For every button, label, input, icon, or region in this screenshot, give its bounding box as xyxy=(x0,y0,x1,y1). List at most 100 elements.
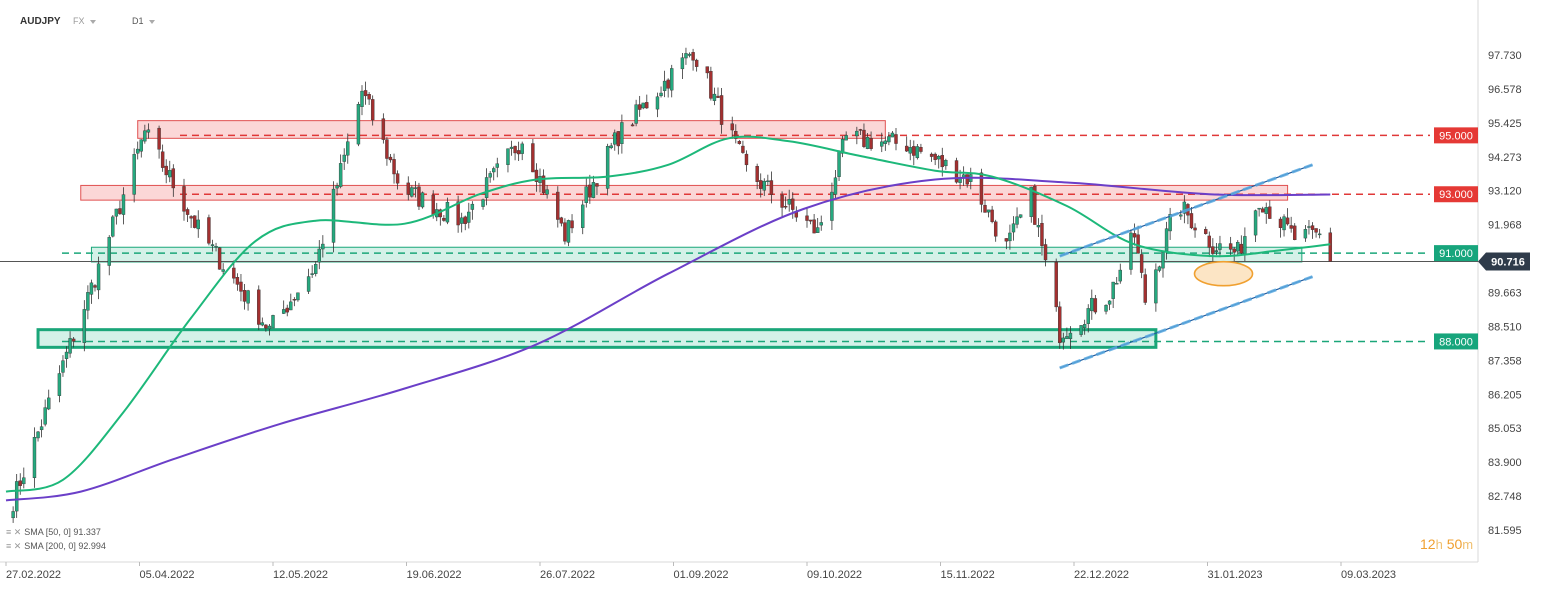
candle xyxy=(310,265,314,278)
candle-body xyxy=(954,160,959,183)
sma50-legend[interactable]: ≡ ✕ SMA [50, 0] 91.337 xyxy=(6,527,101,538)
candle-body xyxy=(919,147,923,152)
candle xyxy=(581,200,585,235)
candle xyxy=(1189,207,1194,230)
candle-body xyxy=(1168,213,1172,232)
candle xyxy=(709,66,713,101)
candle-body xyxy=(1043,244,1048,261)
candle-body xyxy=(367,94,371,100)
candle-body xyxy=(185,209,190,215)
candle xyxy=(933,152,937,166)
candles xyxy=(11,47,1333,523)
candle xyxy=(1204,226,1208,235)
candle xyxy=(993,219,998,242)
x-tick-label: 15.11.2022 xyxy=(941,569,995,581)
level-label: 95.000 xyxy=(1439,130,1473,142)
candle xyxy=(1011,216,1016,241)
candle-body xyxy=(855,130,859,137)
candle-body xyxy=(1214,250,1219,252)
candle-body xyxy=(492,168,496,173)
candle-body xyxy=(214,246,218,248)
candle-body xyxy=(912,146,916,156)
chevron-down-icon xyxy=(148,19,155,24)
candle xyxy=(467,202,471,229)
candle xyxy=(1036,218,1041,238)
candle xyxy=(954,157,959,184)
candle xyxy=(484,168,489,206)
x-tick-label: 09.10.2022 xyxy=(807,569,862,581)
candle xyxy=(182,178,186,221)
candle-body xyxy=(844,135,848,141)
candle xyxy=(1043,238,1048,267)
instrument-type-dropdown[interactable]: FX xyxy=(73,16,96,26)
candle-body xyxy=(1182,201,1187,214)
candle xyxy=(267,323,272,336)
candle-body xyxy=(285,307,289,313)
candle-body xyxy=(509,146,514,149)
candle-body xyxy=(118,208,122,214)
candle xyxy=(904,136,909,152)
x-tick-label: 19.06.2022 xyxy=(407,569,462,581)
candle-body xyxy=(410,187,414,197)
candle-body xyxy=(1129,232,1133,270)
candle xyxy=(1257,207,1261,217)
candle-body xyxy=(609,145,613,148)
candle xyxy=(937,154,941,169)
candle-body xyxy=(1282,216,1286,231)
candle-body xyxy=(86,292,90,311)
candle-body xyxy=(908,147,912,154)
candle xyxy=(82,300,87,352)
level-label: 91.000 xyxy=(1439,248,1473,260)
candle xyxy=(734,124,738,144)
symbol-label[interactable]: AUDJPY xyxy=(20,16,61,27)
candle xyxy=(680,52,685,80)
candle-body xyxy=(463,216,467,224)
candle xyxy=(1310,222,1315,239)
candle xyxy=(869,131,873,151)
x-tick-label: 09.03.2023 xyxy=(1341,569,1396,581)
candle xyxy=(883,136,888,151)
candle xyxy=(296,292,300,302)
x-tick-label: 12.05.2022 xyxy=(273,569,328,581)
candle-body xyxy=(766,180,770,183)
candle-body xyxy=(965,174,969,185)
y-tick-label: 89.663 xyxy=(1488,287,1522,299)
candle xyxy=(1008,224,1012,250)
candle xyxy=(563,218,567,245)
settings-icon[interactable]: ≡ ✕ xyxy=(6,527,22,537)
candle-body xyxy=(18,480,22,486)
candle xyxy=(691,48,695,71)
candle xyxy=(1218,235,1222,258)
level-label-bg xyxy=(1434,127,1478,144)
candle xyxy=(346,133,350,164)
candle-body xyxy=(805,215,809,221)
candle xyxy=(880,132,884,153)
candle-body xyxy=(709,71,713,99)
candle xyxy=(1029,186,1033,223)
candle-body xyxy=(164,165,168,176)
candle-body xyxy=(242,290,247,302)
candle xyxy=(157,125,161,159)
candle xyxy=(306,268,311,295)
candle xyxy=(121,187,126,225)
candle xyxy=(1129,229,1133,275)
sma200-legend-text: SMA [200, 0] 92.994 xyxy=(24,541,106,551)
candle xyxy=(890,130,895,138)
x-tick-label: 01.09.2022 xyxy=(674,569,729,581)
candle-body xyxy=(1307,226,1311,228)
candle-body xyxy=(630,124,635,127)
candle xyxy=(1079,325,1083,337)
candle xyxy=(89,279,94,304)
timeframe-dropdown[interactable]: D1 xyxy=(132,16,155,26)
sma200-legend[interactable]: ≡ ✕ SMA [200, 0] 92.994 xyxy=(6,541,106,552)
candle xyxy=(662,70,667,98)
candle-body xyxy=(246,290,250,304)
settings-icon[interactable]: ≡ ✕ xyxy=(6,541,22,551)
candle-body xyxy=(830,191,834,221)
candle-body xyxy=(944,160,948,167)
candle-body xyxy=(691,52,695,61)
x-tick-label: 22.12.2022 xyxy=(1074,569,1129,581)
candle-body xyxy=(139,139,143,152)
candle xyxy=(1211,238,1215,264)
